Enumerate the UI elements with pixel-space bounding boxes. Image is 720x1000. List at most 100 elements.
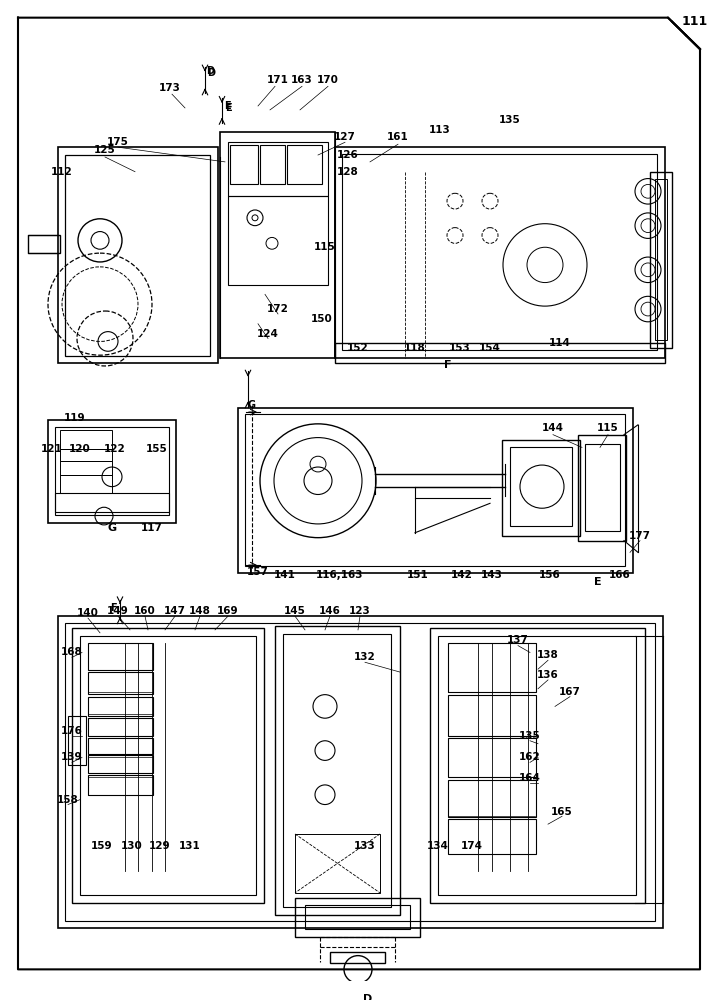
Text: 128: 128: [337, 167, 359, 177]
Bar: [430, 628, 645, 903]
Bar: [283, 634, 391, 907]
Text: 135: 135: [519, 731, 541, 741]
Bar: [65, 623, 655, 921]
Text: 161: 161: [387, 132, 409, 142]
Text: 115: 115: [597, 423, 619, 433]
Text: 134: 134: [427, 841, 449, 851]
Bar: [585, 444, 620, 531]
Bar: [220, 132, 335, 358]
Text: 114: 114: [549, 338, 571, 348]
Text: 166: 166: [609, 570, 631, 580]
Bar: [655, 179, 667, 340]
Text: 171: 171: [267, 75, 289, 85]
Bar: [245, 414, 625, 566]
Text: 119: 119: [64, 413, 86, 423]
Bar: [88, 718, 153, 736]
Bar: [28, 235, 60, 253]
Text: 145: 145: [284, 606, 306, 616]
Bar: [448, 780, 536, 817]
Text: 116,163: 116,163: [316, 570, 364, 580]
Text: 123: 123: [349, 606, 371, 616]
Bar: [55, 493, 169, 512]
Text: 135: 135: [499, 115, 521, 125]
Bar: [650, 172, 672, 348]
Bar: [58, 147, 218, 363]
Text: 149: 149: [107, 606, 129, 616]
Text: 167: 167: [559, 687, 581, 697]
Text: 153: 153: [449, 343, 471, 353]
Bar: [88, 755, 153, 773]
Text: 157: 157: [247, 567, 269, 577]
Text: 172: 172: [267, 304, 289, 314]
Text: G: G: [248, 400, 256, 410]
Bar: [510, 447, 572, 526]
Text: 169: 169: [217, 606, 239, 616]
Bar: [48, 420, 176, 523]
Bar: [305, 905, 410, 929]
Bar: [238, 408, 633, 573]
Text: E: E: [224, 101, 230, 111]
Text: 155: 155: [146, 444, 168, 454]
Text: 120: 120: [69, 444, 91, 454]
Text: 159: 159: [91, 841, 113, 851]
Text: 112: 112: [51, 167, 73, 177]
Bar: [228, 196, 328, 285]
Text: 144: 144: [542, 423, 564, 433]
Bar: [295, 898, 420, 937]
Text: 154: 154: [479, 343, 501, 353]
Text: 151: 151: [407, 570, 429, 580]
Bar: [60, 430, 112, 449]
Bar: [448, 819, 536, 854]
Text: E: E: [594, 577, 602, 587]
Text: G: G: [107, 523, 117, 533]
Bar: [72, 628, 264, 903]
Text: 160: 160: [134, 606, 156, 616]
Text: 117: 117: [141, 523, 163, 533]
Text: 113: 113: [429, 125, 451, 135]
Text: 136: 136: [537, 670, 559, 680]
Text: 177: 177: [629, 531, 651, 541]
Text: 139: 139: [61, 752, 83, 762]
Text: 142: 142: [451, 570, 473, 580]
Bar: [55, 427, 169, 515]
Bar: [88, 672, 153, 694]
Bar: [438, 636, 636, 895]
Bar: [448, 738, 536, 777]
Text: 152: 152: [347, 343, 369, 353]
Text: 162: 162: [519, 752, 541, 762]
Text: 118: 118: [404, 343, 426, 353]
Text: 121: 121: [41, 444, 63, 454]
Bar: [60, 475, 112, 493]
Bar: [330, 952, 385, 963]
Text: 132: 132: [354, 652, 376, 662]
Bar: [295, 834, 380, 893]
Text: 115: 115: [314, 242, 336, 252]
Text: 163: 163: [291, 75, 313, 85]
Bar: [58, 616, 663, 928]
Bar: [88, 643, 153, 670]
Text: D: D: [364, 994, 373, 1000]
Bar: [287, 145, 322, 184]
Text: 140: 140: [77, 608, 99, 618]
Bar: [335, 147, 665, 358]
Text: 124: 124: [257, 329, 279, 339]
Bar: [88, 697, 153, 716]
Text: 111: 111: [682, 15, 708, 28]
Bar: [230, 145, 258, 184]
Text: 156: 156: [539, 570, 561, 580]
Text: E: E: [225, 103, 231, 113]
Text: D: D: [206, 66, 214, 76]
Text: F: F: [444, 360, 451, 370]
Text: 141: 141: [274, 570, 296, 580]
Text: 133: 133: [354, 841, 376, 851]
Text: 170: 170: [317, 75, 339, 85]
Text: F: F: [109, 603, 117, 613]
Bar: [88, 775, 153, 795]
Text: 122: 122: [104, 444, 126, 454]
Bar: [275, 626, 400, 915]
Text: 174: 174: [461, 841, 483, 851]
Text: 131: 131: [179, 841, 201, 851]
Text: 146: 146: [319, 606, 341, 616]
Text: 147: 147: [164, 606, 186, 616]
Text: 127: 127: [334, 132, 356, 142]
